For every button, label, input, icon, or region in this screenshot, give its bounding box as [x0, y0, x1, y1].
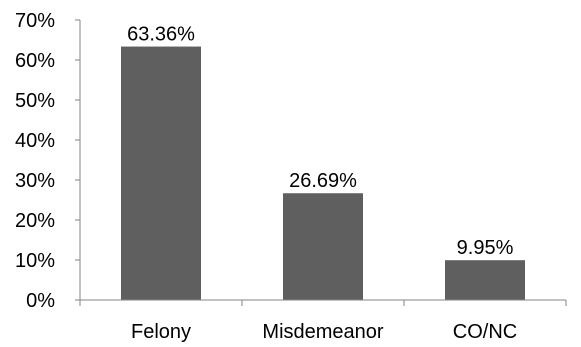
data-label: 63.36% — [127, 24, 195, 46]
bars — [121, 46, 525, 301]
y-tick-label: 60% — [15, 50, 55, 72]
y-tick-label: 30% — [15, 170, 55, 192]
x-tick-label: Felony — [131, 321, 191, 343]
y-tick-label: 20% — [15, 210, 55, 232]
y-tick-label: 10% — [15, 250, 55, 272]
y-tick-label: 40% — [15, 130, 55, 152]
x-tick-label: Misdemeanor — [262, 321, 384, 343]
bar-felony — [121, 46, 201, 301]
x-axis: Felony Misdemeanor CO/NC — [79, 299, 567, 343]
y-tick-label: 50% — [15, 90, 55, 112]
y-axis: 0% 10% 20% 30% 40% 50% 60% 70% — [15, 10, 81, 312]
bar-misdemeanor — [283, 193, 363, 300]
bar-co-nc — [445, 260, 525, 300]
data-label: 26.69% — [289, 170, 357, 192]
data-labels: 63.36% 26.69% 9.95% — [127, 24, 513, 260]
x-tick-label: CO/NC — [453, 321, 517, 343]
y-tick-label: 70% — [15, 10, 55, 32]
y-tick-label: 0% — [26, 290, 55, 312]
data-label: 9.95% — [457, 237, 514, 259]
